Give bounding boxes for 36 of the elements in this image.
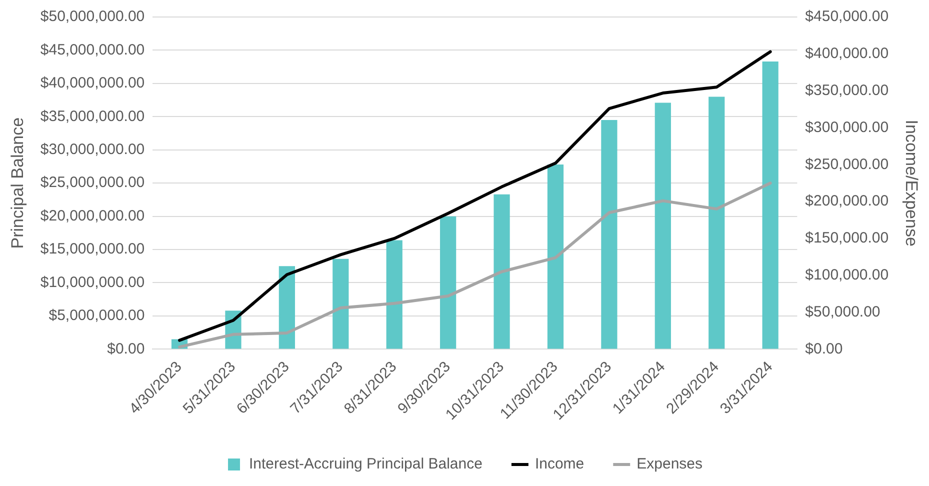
y2-tick-label: $150,000.00 — [805, 230, 889, 247]
bar — [386, 240, 402, 349]
bar — [708, 96, 725, 349]
y-tick-label: $45,000,000.00 — [40, 41, 145, 58]
y2-tick-label: $250,000.00 — [805, 156, 889, 173]
y-tick-label: $50,000,000.00 — [40, 8, 145, 26]
y2-tick-label: $450,000.00 — [805, 8, 889, 26]
y-tick-label: $10,000,000.00 — [40, 274, 145, 291]
y2-tick-label: $400,000.00 — [805, 45, 889, 62]
bar — [494, 194, 510, 349]
y-tick-label: $25,000,000.00 — [40, 174, 145, 192]
legend-label: Income — [534, 456, 584, 473]
y2-axis-title: Income/Expense — [902, 120, 922, 246]
bar — [762, 62, 778, 349]
bar — [332, 258, 349, 349]
y2-tick-label: $100,000.00 — [805, 266, 889, 284]
y-tick-label: $35,000,000.00 — [40, 108, 145, 125]
bar — [278, 266, 295, 349]
y-tick-label: $30,000,000.00 — [40, 141, 145, 158]
y2-tick-label: $350,000.00 — [805, 82, 889, 99]
y-tick-label: $40,000,000.00 — [40, 74, 145, 92]
y-tick-label: $20,000,000.00 — [40, 207, 145, 224]
y-axis-title: Principal Balance — [8, 117, 27, 249]
bar — [601, 120, 618, 349]
legend-label: Interest-Accruing Principal Balance — [248, 456, 482, 473]
y-tick-label: $0.00 — [107, 340, 145, 358]
legend-label: Expenses — [636, 456, 703, 473]
bar — [547, 164, 564, 349]
y2-tick-label: $0.00 — [805, 340, 843, 358]
y2-tick-label: $50,000.00 — [805, 303, 880, 320]
y2-tick-label: $200,000.00 — [805, 192, 889, 210]
bar — [654, 102, 671, 349]
y-tick-label: $5,000,000.00 — [48, 307, 145, 324]
bar — [440, 216, 456, 349]
y-tick-label: $15,000,000.00 — [40, 240, 145, 258]
y2-tick-label: $300,000.00 — [805, 118, 889, 136]
